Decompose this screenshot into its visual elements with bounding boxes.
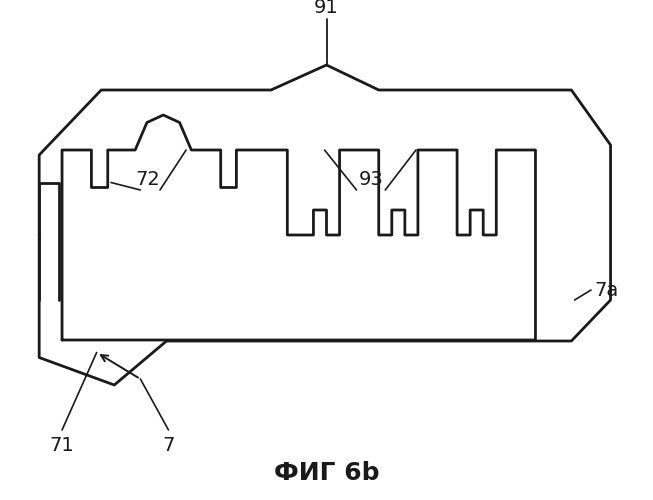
Text: ФИГ 6b: ФИГ 6b	[274, 460, 379, 484]
Text: 93: 93	[358, 170, 383, 189]
Text: 91: 91	[314, 0, 339, 17]
Text: 7: 7	[163, 436, 174, 455]
Text: 72: 72	[135, 170, 160, 189]
Text: 7a: 7a	[594, 280, 618, 299]
Text: 71: 71	[50, 436, 74, 455]
